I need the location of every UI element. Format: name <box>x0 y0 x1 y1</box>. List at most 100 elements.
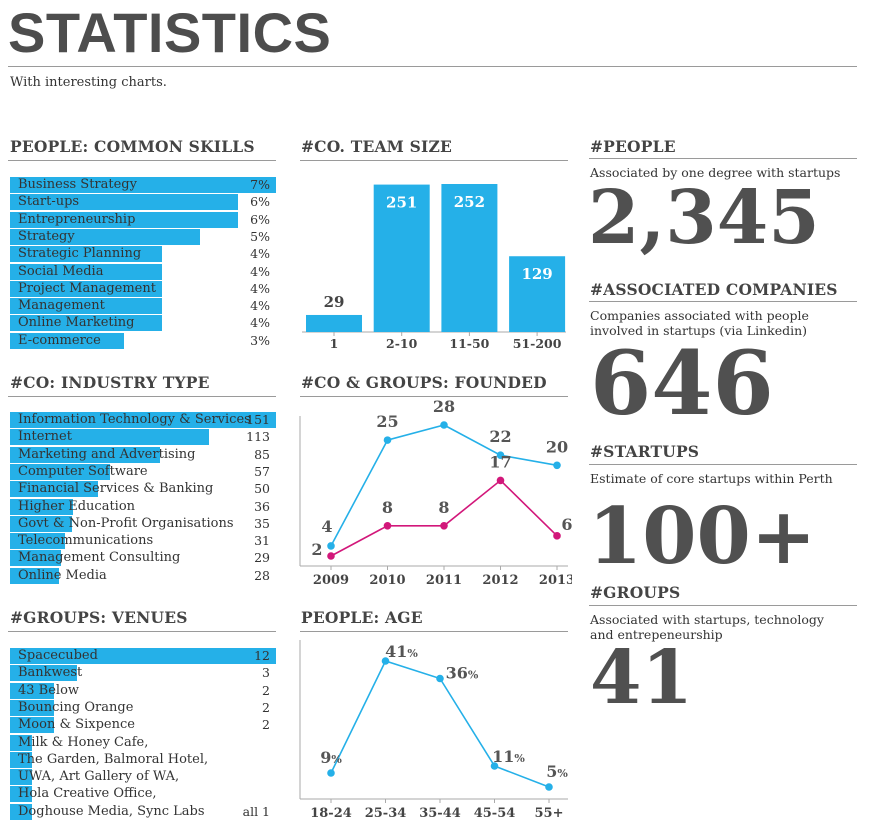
skills-bar-label: E-commerce <box>18 332 101 348</box>
skills-bar-label: Strategy <box>18 228 75 244</box>
founded-point-value: 8 <box>382 498 393 517</box>
venues-bar-label: Bouncing Orange <box>18 699 134 715</box>
industry-bar <box>10 481 99 498</box>
industry-bar <box>10 550 62 567</box>
skills-bar <box>10 211 238 228</box>
team-bar <box>441 184 498 332</box>
industry-bar-label: Online Media <box>18 567 107 583</box>
skills-bar <box>10 177 276 193</box>
founded-point-value: 8 <box>438 498 449 517</box>
founded-title: #CO & GROUPS: FOUNDED <box>301 373 547 392</box>
skills-bar-value: 5% <box>250 228 270 244</box>
team-tick-label: 1 <box>330 336 339 351</box>
founded-point-value: 2 <box>311 540 322 559</box>
skills-bar-label: Entrepreneurship <box>18 211 136 227</box>
age-point-value: 36 <box>446 664 468 683</box>
stat-startups-desc: Estimate of core startups within Perth <box>590 471 833 486</box>
industry-bar <box>10 412 276 428</box>
founded-tick-label: 2011 <box>426 573 462 588</box>
stat-groups-divider <box>589 605 857 606</box>
stat-people-title: #PEOPLE <box>590 137 676 156</box>
page-title: STATISTICS <box>8 1 332 64</box>
age-point <box>545 783 553 791</box>
founded-point-value: 4 <box>321 517 332 536</box>
venues-bar <box>10 682 55 699</box>
age-point <box>490 762 499 770</box>
venues-bar-label: The Garden, Balmoral Hotel, <box>18 751 209 767</box>
founded-point-label: 2 <box>311 540 322 559</box>
skills-bar-label: Start-ups <box>18 194 80 210</box>
team-bar-value: 251 <box>386 194 417 212</box>
stat-groups-value: 41 <box>590 635 693 721</box>
founded-point-value: 28 <box>433 398 455 416</box>
venues-bar <box>10 734 33 751</box>
venues-bar <box>10 699 55 716</box>
skills-bar-label: Project Management <box>18 280 156 296</box>
founded-point <box>553 461 561 470</box>
age-point <box>327 769 335 777</box>
team-tick-label: 11-50 <box>449 336 489 351</box>
age-point-unit: % <box>331 753 342 766</box>
industry-bar-value: 36 <box>254 498 270 514</box>
age-point <box>381 657 390 665</box>
team-divider <box>300 160 568 161</box>
founded-point-label: 17 <box>489 452 511 471</box>
age-divider <box>300 631 568 632</box>
skills-bar-value: 3% <box>250 332 270 348</box>
skills-bar-value: 7% <box>250 177 270 192</box>
industry-bar-label: Higher Education <box>18 498 136 514</box>
stat-people-value: 2,345 <box>588 175 820 261</box>
founded-point-label: 4 <box>321 517 332 536</box>
venues-bar-label: Hola Creative Office, <box>18 786 157 802</box>
skills-bar <box>10 246 162 263</box>
venues-bar <box>10 769 33 786</box>
founded-point-value: 20 <box>546 437 568 456</box>
founded-point <box>383 436 392 444</box>
stat-companies-title: #ASSOCIATED COMPANIES <box>590 280 838 299</box>
venues-bar-value: 2 <box>262 717 270 733</box>
industry-bar-value: 57 <box>254 463 270 479</box>
skills-bar <box>10 194 238 211</box>
stat-startups-divider <box>589 464 857 465</box>
page-subtitle: With interesting charts. <box>10 75 167 90</box>
industry-bar-label: Govt & Non-Profit Organisations <box>18 515 234 531</box>
age-point <box>436 674 444 683</box>
industry-bar-value: 151 <box>246 412 270 427</box>
team-size-chart: 29 1 251 2-10 252 11-50 129 51-200 <box>302 184 566 351</box>
venues-bar-label: Moon & Sixpence <box>18 717 135 733</box>
industry-bar <box>10 533 65 550</box>
founded-tick-label: 2012 <box>482 573 518 588</box>
stat-companies-desc: Companies associated with people involve… <box>590 308 809 338</box>
founded-point <box>496 476 505 485</box>
industry-bar-label: Telecommunications <box>18 533 154 549</box>
age-chart: 18-24 25-34 35-44 45-54 55+9%41%36%11%5% <box>299 640 568 821</box>
founded-point-value: 17 <box>489 452 511 471</box>
industry-bar-value: 35 <box>254 515 270 531</box>
venues-bar-value: all 1 <box>242 803 270 819</box>
venues-bar-value: 2 <box>262 682 270 698</box>
age-tick-label: 45-54 <box>474 806 516 821</box>
venues-bar <box>10 803 33 820</box>
venues-bar-value: 2 <box>262 699 270 715</box>
founded-point-label: 8 <box>438 498 449 517</box>
founded-point <box>440 521 448 530</box>
founded-point-label: 8 <box>382 498 393 517</box>
age-point-value: 5 <box>546 762 557 781</box>
age-point-label: 11% <box>492 747 525 766</box>
age-point-unit: % <box>557 767 568 780</box>
venues-bar-value: 12 <box>254 648 270 663</box>
age-tick-label: 35-44 <box>419 806 461 821</box>
industry-bar-label: Management Consulting <box>18 550 181 566</box>
venues-bar <box>10 717 55 734</box>
age-point-value: 41 <box>385 642 407 661</box>
venues-bar-label: Bankwest <box>18 665 83 681</box>
skills-bar-value: 4% <box>250 280 270 296</box>
age-title: PEOPLE: AGE <box>301 608 423 627</box>
skills-bar-label: Management <box>18 298 105 314</box>
team-bar <box>509 256 566 332</box>
venues-bar-label: UWA, Art Gallery of WA, <box>18 769 180 785</box>
industry-bar-label: Marketing and Advertising <box>18 446 196 462</box>
industry-bar-value: 50 <box>254 481 270 497</box>
founded-point-value: 25 <box>376 412 398 431</box>
